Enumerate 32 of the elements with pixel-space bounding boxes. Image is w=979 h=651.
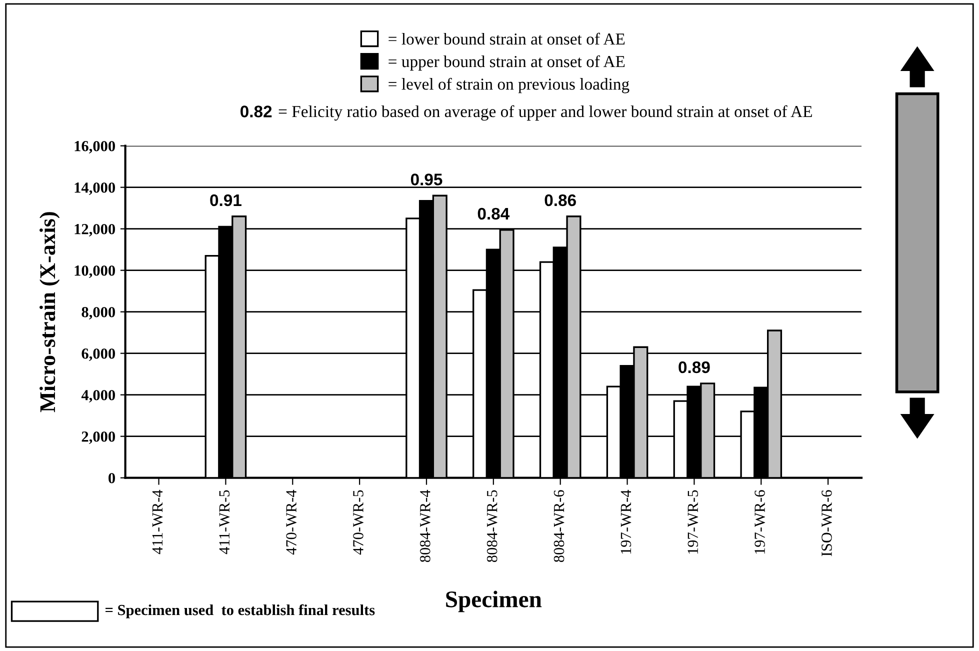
annotation: 0.91 (210, 194, 242, 206)
y-tick-label: 14,000 (74, 182, 116, 195)
text: = Specimen used to establish final results (106, 604, 375, 618)
y-tick-label: 16,000 (74, 140, 116, 154)
x-tick-label: 470-WR-4 (286, 490, 297, 555)
x-axis-title: Specimen (446, 590, 542, 612)
y-tick-label: 2,000 (82, 431, 116, 444)
text: 0.82 = Felicity ratio based on average of upper and lower bound strain at onset of AE (240, 105, 812, 121)
x-tick-label: 197-WR-6 (754, 490, 766, 554)
y-tick-label: 0 (108, 472, 116, 484)
x-tick-label: 8084-WR-5 (486, 490, 498, 562)
annotation: 0.84 (478, 208, 510, 220)
legend-label: = level of strain on previous loading (388, 78, 630, 94)
annotation: 0.89 (678, 361, 710, 374)
x-tick-label: 411-WR-4 (152, 490, 163, 554)
x-tick-label: 197-WR-5 (688, 490, 698, 554)
x-tick-label: 8084-WR-4 (420, 490, 430, 562)
annotation: 0.95 (410, 174, 442, 186)
y-tick-label: 4,000 (81, 390, 116, 402)
x-tick-label: ISO-WR-6 (822, 490, 832, 556)
x-tick-label: 411-WR-5 (219, 490, 230, 554)
legend-label: = lower bound strain at onset of AE (388, 32, 625, 45)
y-tick-label: 12,000 (74, 224, 116, 236)
y-tick-label: 10,000 (74, 265, 116, 278)
annotation: 0.86 (544, 194, 576, 206)
x-tick-label: 8084-WR-6 (554, 490, 564, 562)
legend-label: = upper bound strain at onset of AE (388, 55, 625, 71)
y-axis-title: Micro-strain (X-axis) (40, 212, 60, 412)
x-tick-label: 470-WR-5 (353, 490, 364, 555)
y-tick-label: 8,000 (82, 306, 116, 320)
x-tick-label: 197-WR-4 (620, 490, 632, 554)
y-tick-label: 6,000 (82, 348, 116, 361)
